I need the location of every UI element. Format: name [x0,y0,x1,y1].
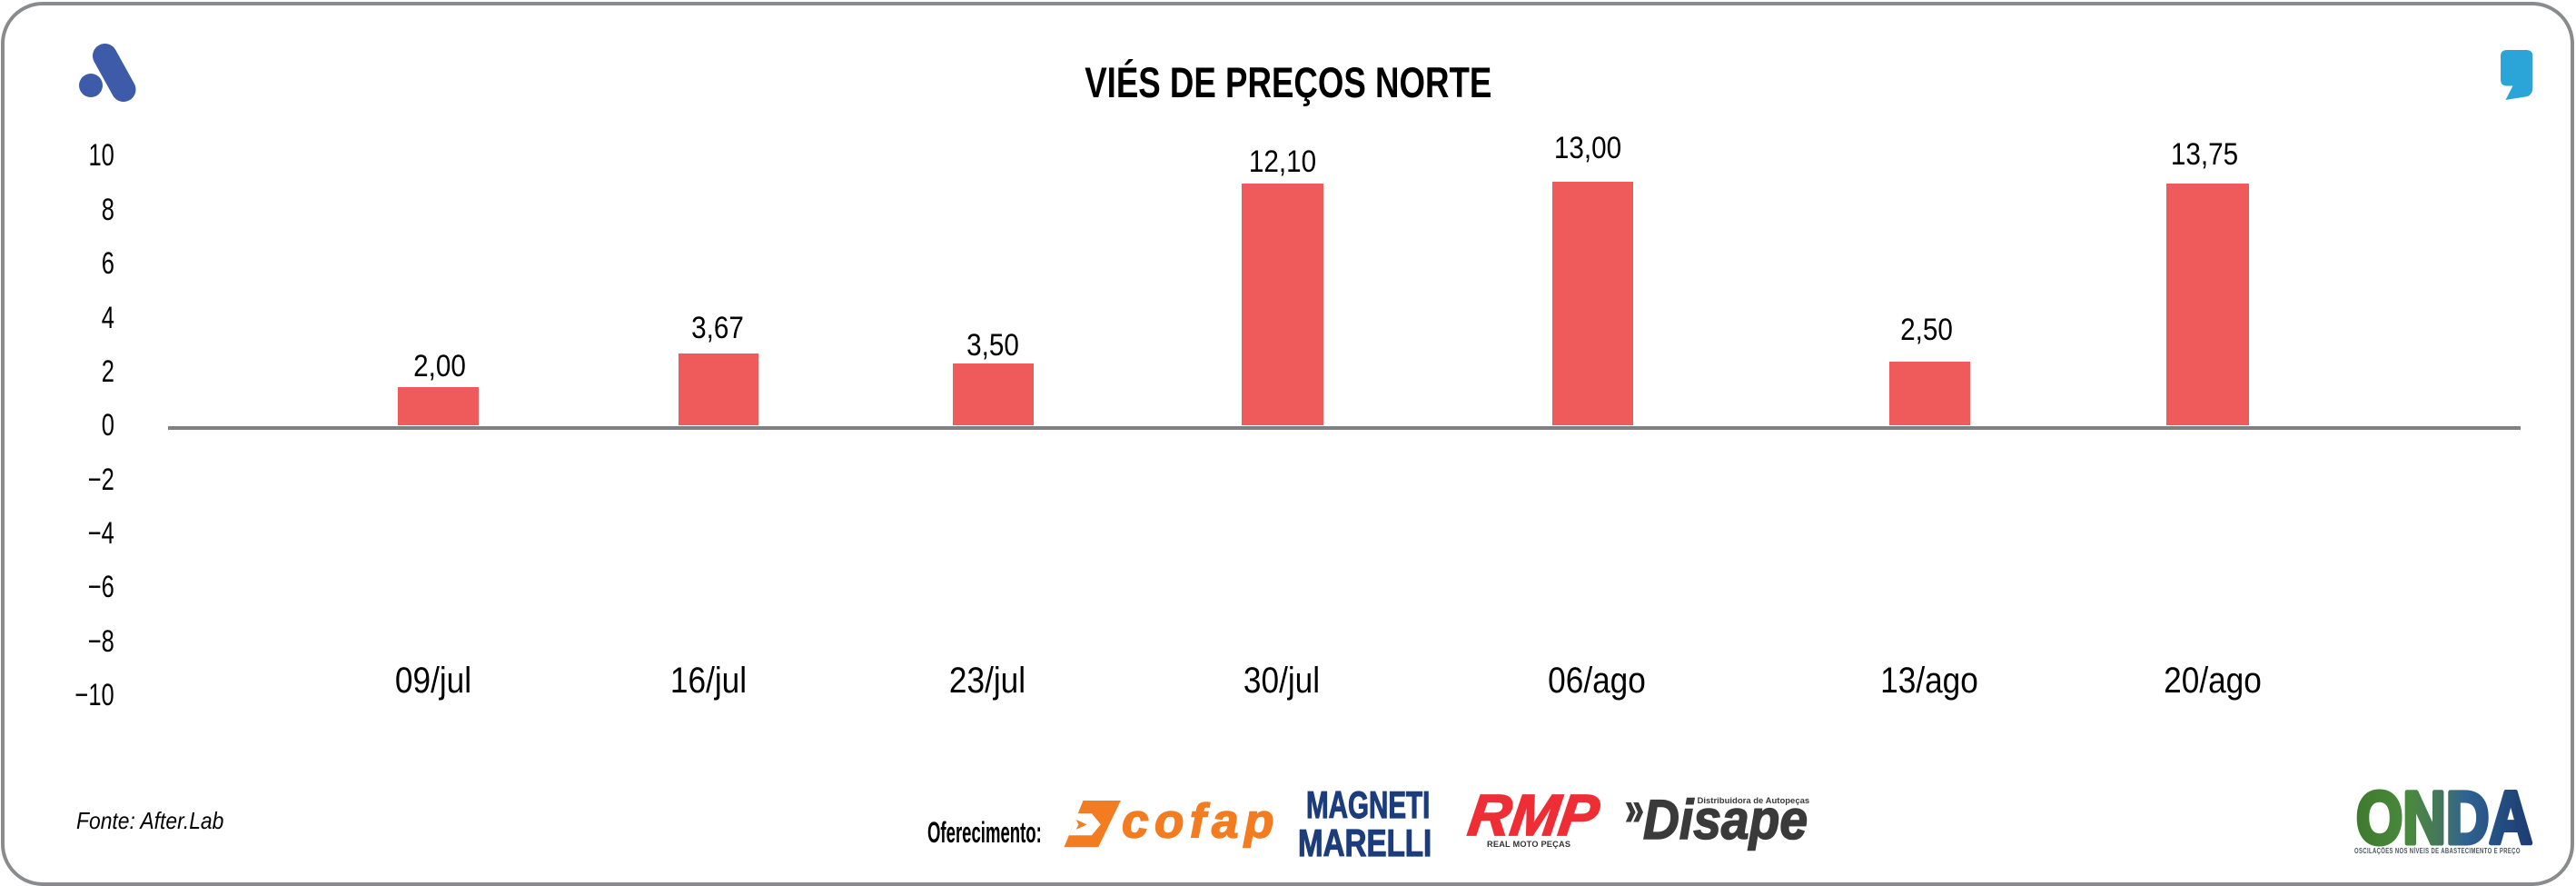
svg-text:ONDA: ONDA [2356,777,2532,854]
svg-text:cofap: cofap [1122,798,1280,849]
